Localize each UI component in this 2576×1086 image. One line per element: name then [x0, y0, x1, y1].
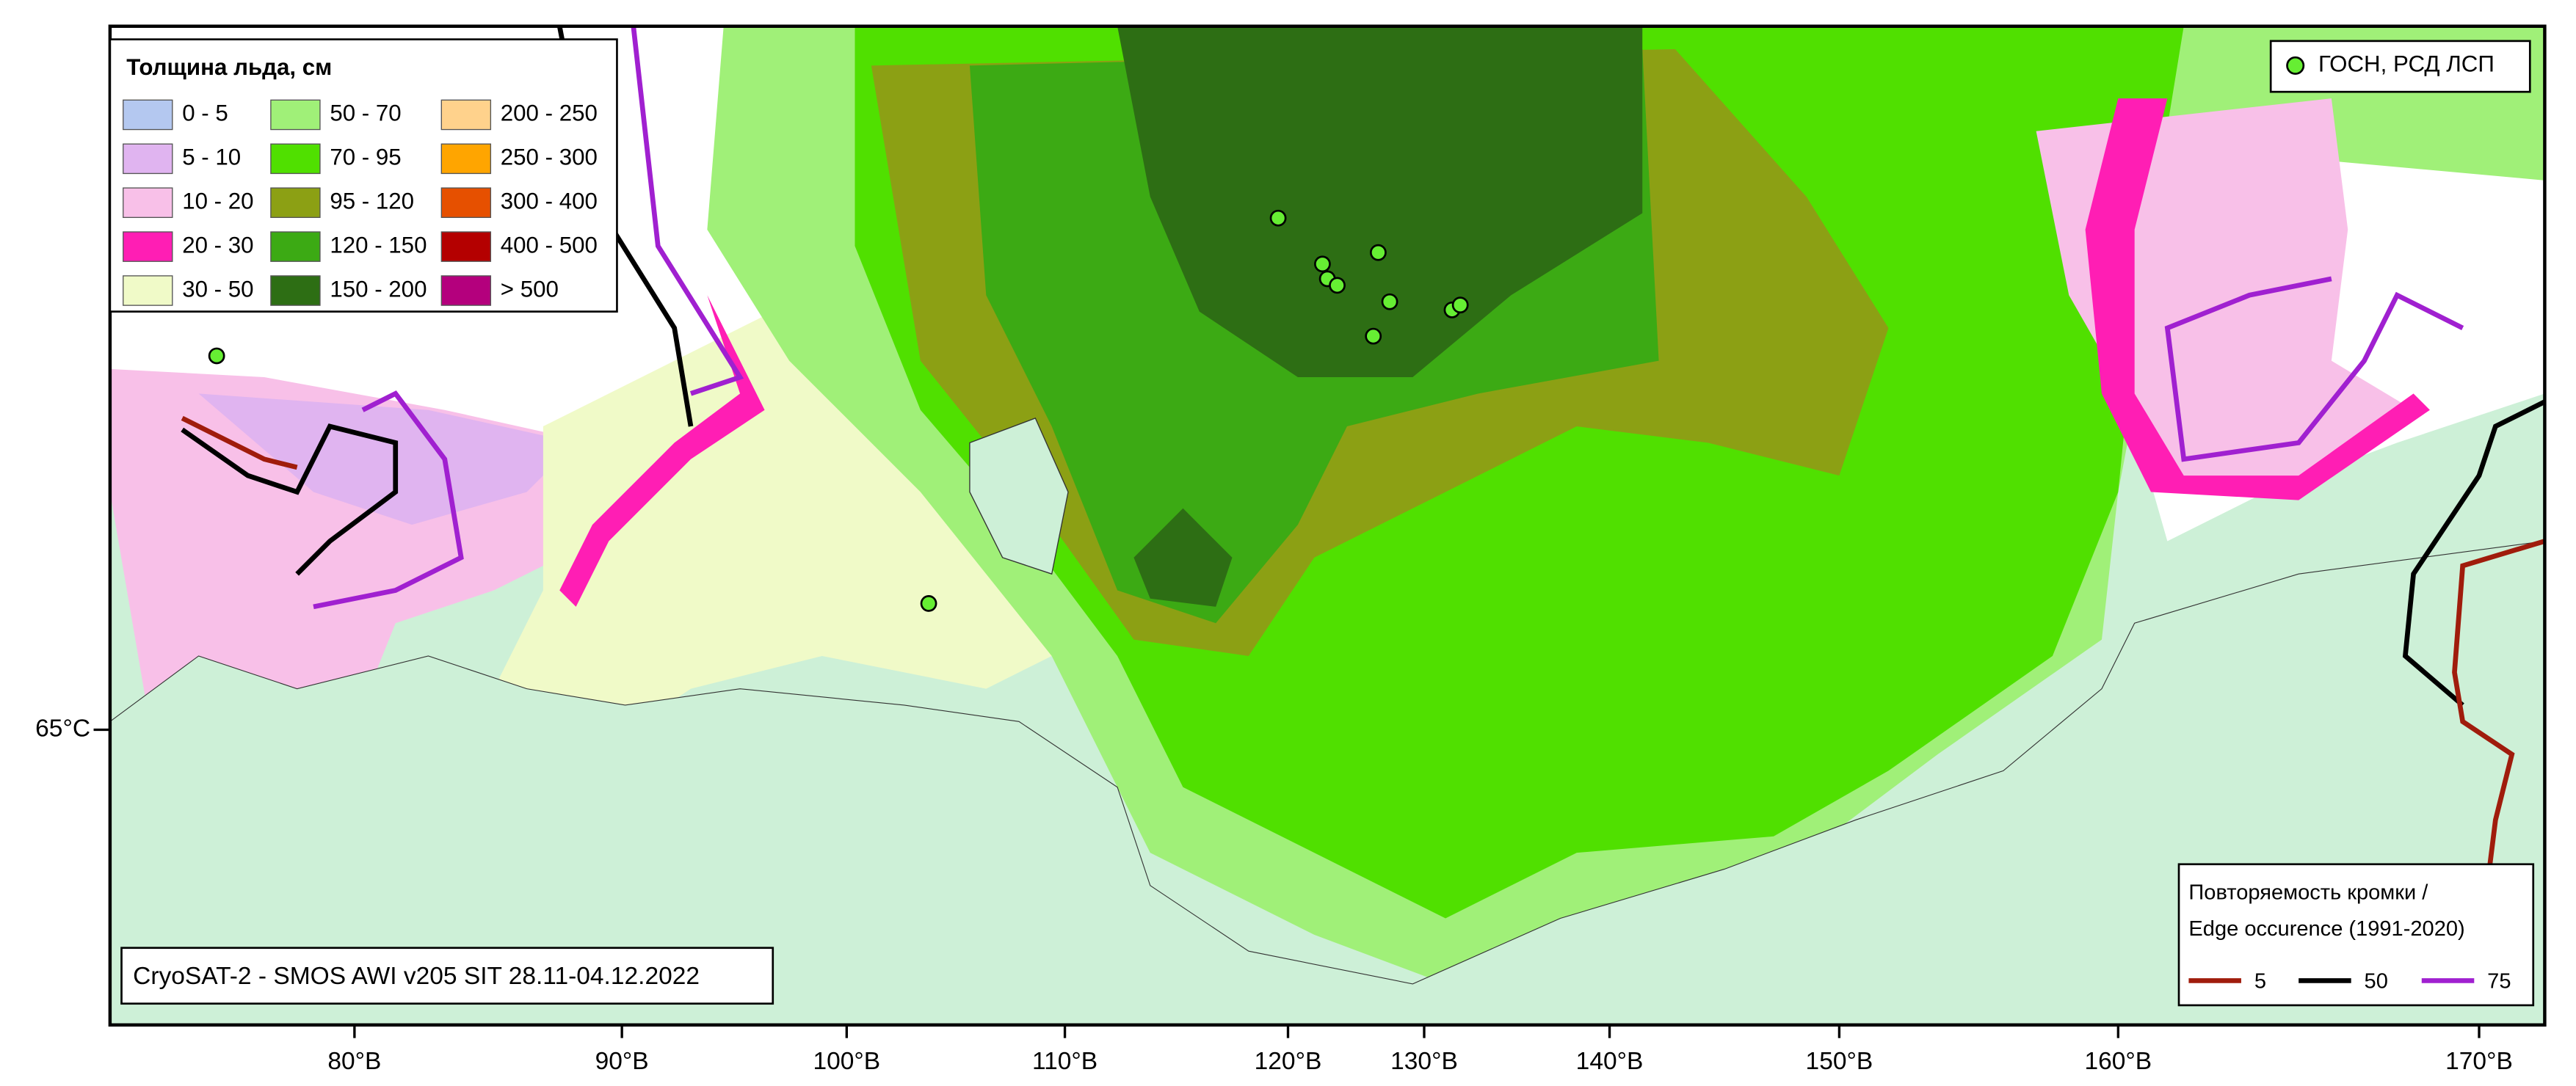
stations-label: ГОСН, РСД ЛСП: [2318, 51, 2495, 77]
lon-label: 170°В: [2445, 1048, 2513, 1075]
lon-label: 90°В: [595, 1048, 649, 1075]
edge-line: [181, 415, 298, 470]
legend-label: 200 - 250: [501, 101, 598, 126]
edge-label: 5: [2254, 969, 2266, 993]
edge-line: [313, 390, 464, 610]
legend-swatch: [440, 231, 492, 262]
station: [920, 595, 937, 612]
lon-label: 110°В: [1032, 1048, 1097, 1075]
edge-line: [2164, 276, 2464, 462]
legend-swatch: [123, 231, 173, 262]
station: [1314, 255, 1331, 273]
legend: 0 - 5 5 - 10 10 - 20 20 - 30 30 - 50 50 - 70 7…: [123, 99, 598, 306]
legend-swatch: [270, 143, 321, 175]
legend-label: 400 - 500: [501, 232, 598, 258]
lon-label: 120°В: [1255, 1048, 1322, 1075]
legend-label: 30 - 50: [182, 276, 253, 302]
source-box: [120, 947, 774, 1005]
lon-label: 100°В: [813, 1048, 880, 1075]
legend-swatch: [270, 231, 321, 262]
map-body: [109, 26, 2546, 1026]
legend-label: 70 - 95: [330, 145, 401, 170]
stations-legend-box: [2269, 40, 2531, 93]
lon-label: 140°В: [1576, 1048, 1644, 1075]
legend-label: 10 - 20: [182, 188, 253, 214]
map-frame: [108, 24, 2547, 1027]
legend-label: 5 - 10: [182, 145, 241, 170]
stations-swatch: [2286, 56, 2305, 75]
lon-label: 160°В: [2084, 1048, 2152, 1075]
source: CryoSAT-2 - SMOS AWI v205 SIT 28.11-04.1…: [133, 963, 700, 990]
edge-line: [181, 423, 399, 576]
legend-label: 0 - 5: [182, 101, 228, 126]
legend-swatch: [123, 99, 173, 131]
legend-label: 150 - 200: [330, 276, 427, 302]
legend-label: 120 - 150: [330, 232, 427, 258]
legend-swatch: [440, 275, 492, 306]
legend-swatch: [123, 187, 173, 219]
legend-label: 95 - 120: [330, 188, 414, 214]
station: [1269, 209, 1287, 227]
station: [1329, 277, 1346, 294]
ice-zone: [1117, 26, 1643, 378]
legend-label: 300 - 400: [501, 188, 598, 214]
station: [208, 347, 225, 365]
longitude-labels: 80°В 90°В 100°В 110°В 120°В 130°В 140°В 150°В 16…: [327, 1024, 2513, 1075]
station: [1451, 296, 1469, 314]
lon-label: 130°В: [1390, 1048, 1458, 1075]
ice-zone: [198, 393, 576, 525]
lon-label: 150°В: [1806, 1048, 1873, 1075]
station: [1381, 293, 1398, 310]
legend-swatch: [123, 275, 173, 306]
edge-legend-title: Повторяемость кромки /: [2188, 881, 2428, 905]
legend-label: > 500: [501, 276, 559, 302]
ice-zone: [493, 311, 1052, 755]
edge-legend-title: Edge occurence (1991-2020): [2188, 917, 2464, 941]
edge-label: 50: [2365, 969, 2388, 993]
ice-zone: [2085, 98, 2430, 500]
lon-label: 80°В: [327, 1048, 381, 1075]
legend-swatch: [270, 99, 321, 131]
legend-title: Толщина льда, см: [126, 54, 332, 80]
mainland: [109, 540, 2545, 1026]
edge-legend: 5 50 75: [2188, 969, 2511, 993]
legend-swatch: [440, 99, 492, 131]
lat-label: 65°С: [35, 715, 90, 742]
station: [1365, 327, 1382, 345]
stations: [208, 209, 1469, 612]
legend-swatch: [440, 143, 492, 175]
legend-swatch: [270, 275, 321, 306]
island: [969, 418, 1069, 575]
legend-label: 20 - 30: [182, 232, 253, 258]
legend-swatch: [123, 143, 173, 175]
edge-label: 75: [2487, 969, 2511, 993]
legend-label: 250 - 300: [501, 145, 598, 170]
ice-zone: [559, 295, 765, 607]
edge-line: [631, 26, 744, 396]
station: [1370, 244, 1387, 261]
legend-label: 50 - 70: [330, 101, 401, 126]
legend-swatch: [440, 187, 492, 219]
legend-swatch: [270, 187, 321, 219]
edge-line: [2452, 539, 2546, 952]
legend-box: [109, 38, 618, 313]
edge-line: [2402, 399, 2546, 707]
